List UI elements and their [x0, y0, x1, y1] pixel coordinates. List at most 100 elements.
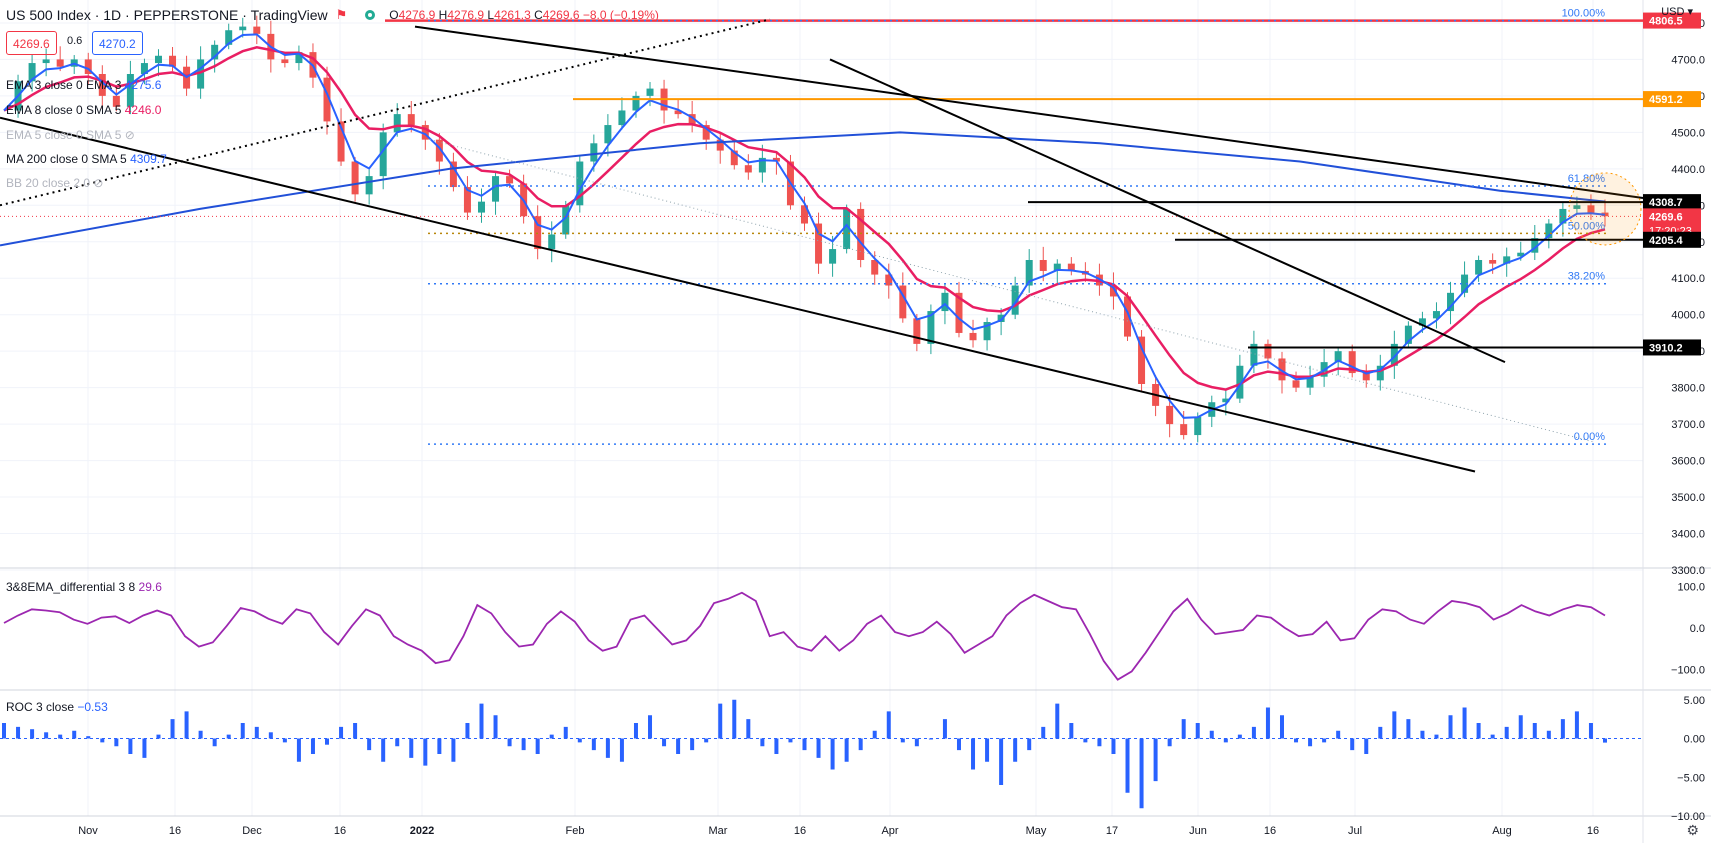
roc-bar [1336, 730, 1341, 739]
buy-price-button[interactable]: 4270.2 [92, 31, 143, 55]
candle [98, 65, 106, 110]
roc-bar [1195, 723, 1200, 739]
price-tick: 3600.0 [1671, 456, 1705, 468]
roc-bar [704, 738, 709, 743]
time-tick: Aug [1492, 825, 1512, 837]
roc-bar [802, 738, 807, 751]
candle [379, 123, 387, 190]
candle [618, 97, 626, 130]
candle-body [744, 165, 752, 173]
candle-body [730, 150, 738, 166]
candle [744, 154, 752, 180]
legend-ema3[interactable]: EMA 3 close 0 EMA 3 4275.6 [6, 78, 161, 92]
roc-bar [1055, 703, 1060, 739]
candle [534, 205, 542, 260]
time-tick: Apr [881, 825, 898, 837]
candle-body [112, 95, 120, 107]
high-value: 4276.9 [447, 8, 485, 22]
candle-body [1292, 380, 1300, 388]
roc-bar [1462, 707, 1467, 739]
candle-body [506, 176, 514, 184]
candle-body [197, 59, 205, 89]
legend-differential[interactable]: 3&8EMA_differential 3 8 29.6 [6, 580, 162, 594]
candle [829, 235, 837, 277]
candle-body [801, 205, 808, 224]
legend-ema5-label: EMA 5 close 0 SMA 5 [6, 128, 122, 142]
candle [1475, 255, 1483, 282]
eye-crossed-icon[interactable]: ⊘ [93, 176, 104, 190]
flag-icon[interactable]: ⚑ [335, 7, 348, 22]
candle-body [1180, 424, 1188, 436]
fib-label: 61.80% [1568, 173, 1606, 185]
diff-tick: 0.0 [1690, 623, 1705, 635]
candle [477, 188, 485, 223]
ema8-line [3, 46, 1606, 391]
candle-body [590, 143, 598, 162]
price-tick: 3800.0 [1671, 383, 1705, 395]
roc-bar [507, 738, 512, 747]
sell-price-button[interactable]: 4269.6 [6, 31, 57, 55]
price-tick: 4000.0 [1671, 310, 1705, 322]
legend-roc[interactable]: ROC 3 close −0.53 [6, 700, 108, 714]
candle [1587, 194, 1595, 220]
candle-body [997, 314, 1005, 322]
chart-header: US 500 Index · 1D · PEPPERSTONE · Tradin… [6, 7, 659, 23]
roc-bar [1308, 738, 1313, 747]
legend-ema8-label: EMA 8 close 0 SMA 5 [6, 103, 122, 117]
roc-bar [985, 738, 990, 762]
candle-body [1517, 252, 1525, 257]
candle [899, 272, 907, 323]
candle [365, 169, 373, 205]
candle [1390, 330, 1398, 379]
roc-bar [1364, 738, 1369, 754]
candle-body [1475, 260, 1483, 275]
roc-bar [1223, 738, 1228, 743]
candle [758, 144, 766, 183]
roc-bar [1420, 730, 1425, 739]
legend-bb[interactable]: BB 20 close 2 0 ⊘ [6, 176, 103, 190]
legend-ema8-value: 4246.0 [124, 103, 162, 117]
currency-selector[interactable]: USD ▾ [1661, 6, 1693, 18]
candle [1531, 224, 1539, 260]
roc-bar [1476, 723, 1481, 739]
candle-body [463, 187, 471, 213]
candle [1025, 249, 1033, 293]
candle-body [716, 139, 724, 151]
price-tick: 4500.0 [1671, 127, 1705, 139]
eye-crossed-icon[interactable]: ⊘ [124, 128, 135, 142]
candle-body [576, 161, 584, 206]
time-tick: Dec [242, 825, 262, 837]
roc-bar [409, 738, 414, 758]
roc-bar [1209, 730, 1214, 739]
candle-body [772, 157, 780, 162]
trendline-mid [829, 58, 1506, 364]
roc-bar [1294, 738, 1299, 743]
candle-body [98, 74, 106, 96]
legend-ma200[interactable]: MA 200 close 0 SMA 5 4309.7 [6, 152, 167, 166]
symbol-title[interactable]: US 500 Index · 1D · PEPPERSTONE · Tradin… [6, 7, 328, 23]
open-value: 4276.9 [398, 8, 436, 22]
legend-bb-label: BB 20 close 2 0 [6, 176, 91, 190]
roc-tick: 5.00 [1684, 695, 1705, 707]
legend-ema5[interactable]: EMA 5 close 0 SMA 5 ⊘ [6, 128, 135, 142]
candle-body [1138, 336, 1146, 384]
roc-bar [86, 736, 91, 739]
candle-body [562, 205, 570, 235]
candle [126, 60, 134, 115]
settings-gear-icon[interactable]: ⚙ [1686, 822, 1699, 838]
legend-ema8[interactable]: EMA 8 close 0 SMA 5 4246.0 [6, 103, 161, 117]
roc-bar [746, 719, 751, 739]
roc-bar [732, 699, 737, 739]
candle-body [477, 201, 485, 213]
candle-body [449, 161, 457, 188]
price-tick: 3700.0 [1671, 419, 1705, 431]
candle-body [323, 77, 331, 122]
fib-label: 100.00% [1562, 8, 1606, 20]
candle [42, 48, 50, 77]
candle-body [1250, 343, 1258, 366]
roc-bar [1448, 715, 1453, 739]
candle-body [1573, 205, 1581, 209]
time-tick: 2022 [410, 825, 434, 837]
